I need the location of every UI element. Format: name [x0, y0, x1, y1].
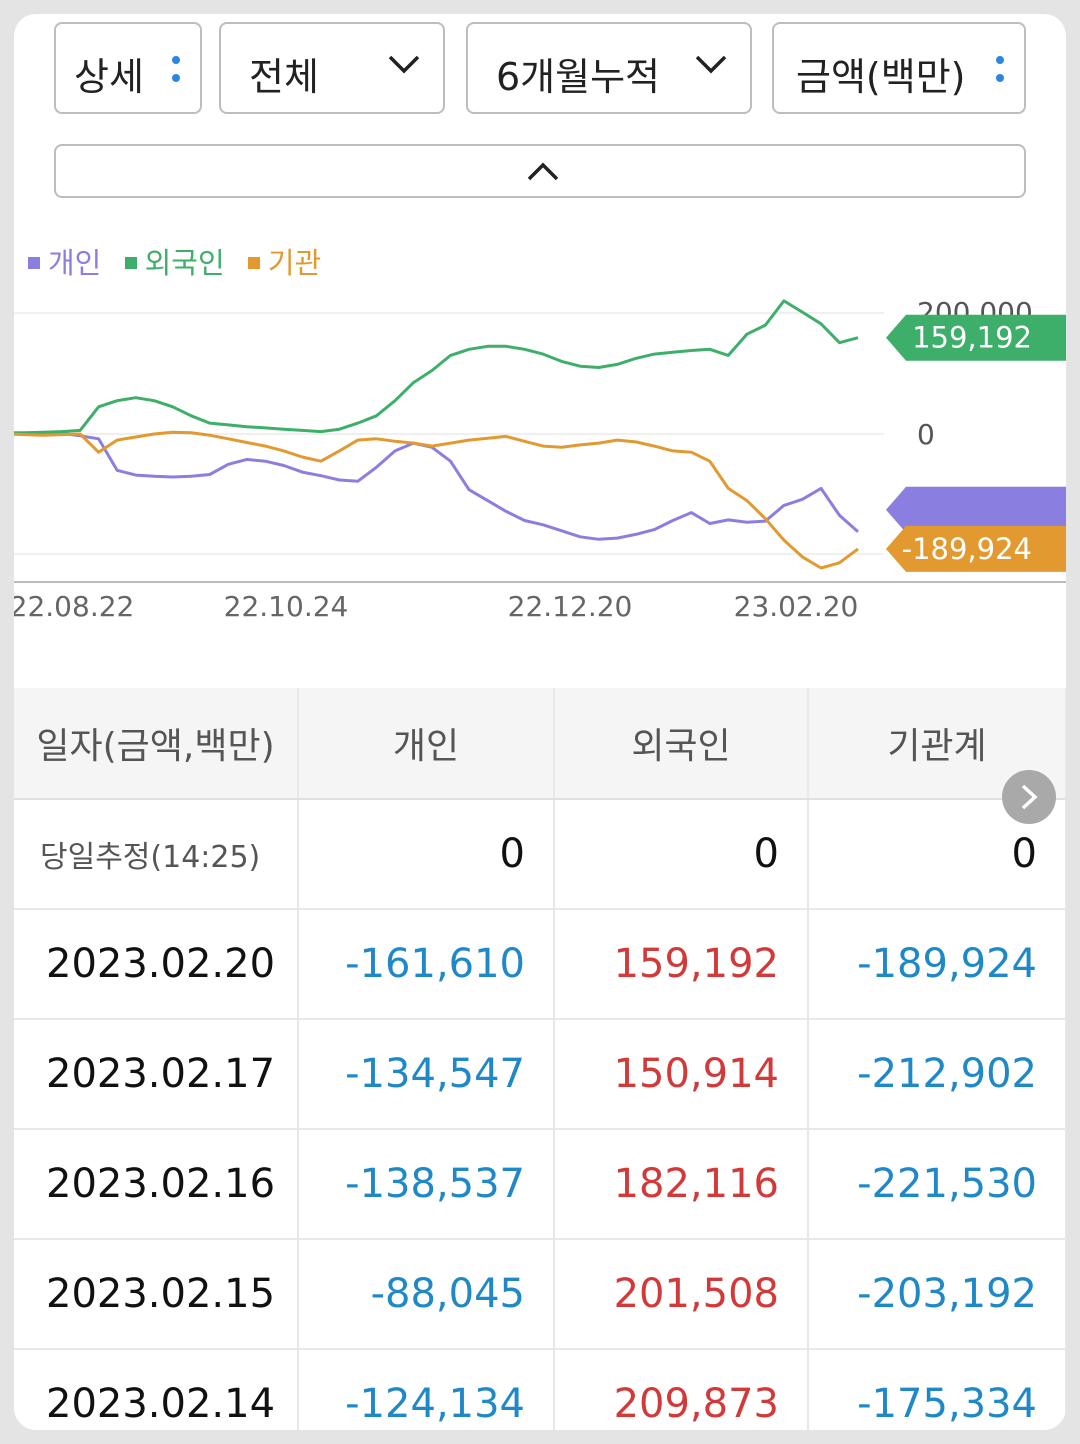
table-row: 2023.02.17 -134,547 150,914 -212,902: [14, 1019, 1066, 1130]
row-date: 2023.02.14: [14, 1349, 299, 1430]
more-options-icon: [172, 56, 180, 84]
row-date: 2023.02.16: [14, 1129, 299, 1240]
cell-foreign: 209,873: [554, 1349, 809, 1430]
cell-foreign: 150,914: [554, 1019, 809, 1130]
series-line-individual: [14, 431, 859, 541]
cell-individual: -124,134: [298, 1349, 555, 1430]
scope-label: 전체: [249, 55, 319, 99]
view-mode-label: 상세: [74, 55, 144, 99]
filter-bar: 상세 전체 6개월누적 금액(백만): [14, 14, 1066, 134]
table-row: 2023.02.15 -88,045 201,508 -203,192: [14, 1239, 1066, 1350]
unit-selector[interactable]: 금액(백만): [772, 22, 1026, 114]
unit-label: 금액(백만): [796, 55, 966, 99]
column-header-foreign[interactable]: 외국인: [554, 688, 809, 800]
x-tick-label: 22.10.24: [224, 590, 349, 623]
legend-item-institution: 기관: [247, 246, 321, 280]
scroll-next-columns-button[interactable]: [1002, 770, 1056, 824]
x-tick-label: 22.08.22: [14, 590, 134, 623]
y-tick-label: 0: [917, 418, 935, 451]
cell-individual: -161,610: [298, 909, 555, 1020]
table-row: 2023.02.20 -161,610 159,192 -189,924: [14, 909, 1066, 1020]
cell-institution: -221,530: [808, 1129, 1066, 1240]
cell-foreign: 159,192: [554, 909, 809, 1020]
last-value-label: 159,192: [912, 321, 1032, 355]
cell-foreign: 182,116: [554, 1129, 809, 1240]
row-date: 당일추정(14:25): [14, 799, 299, 910]
cell-institution: -189,924: [808, 909, 1066, 1020]
legend-item-individual: 개인: [28, 246, 101, 280]
column-header-date[interactable]: 일자(금액,백만): [14, 688, 299, 800]
row-date: 2023.02.15: [14, 1239, 299, 1350]
cell-individual: -134,547: [298, 1019, 555, 1130]
table-row: 2023.02.16 -138,537 182,116 -221,530: [14, 1129, 1066, 1240]
x-tick-label: 23.02.20: [734, 590, 859, 623]
chevron-down-icon: [388, 55, 420, 74]
series-line-institution: [14, 430, 859, 570]
legend-item-foreign: 외국인: [124, 246, 225, 280]
table-row: 2023.02.14 -124,134 209,873 -175,334: [14, 1349, 1066, 1430]
view-mode-selector[interactable]: 상세: [54, 22, 202, 114]
scope-dropdown[interactable]: 전체: [219, 22, 445, 114]
cell-foreign: 201,508: [554, 1239, 809, 1350]
investor-trend-card: 상세 전체 6개월누적 금액(백만) 개인 외국인 기관 200,000 0 -…: [14, 14, 1066, 1430]
chevron-down-icon: [695, 55, 727, 74]
cell-individual: -138,537: [298, 1129, 555, 1240]
last-value-label: -189,924: [902, 532, 1032, 566]
cell-institution: -175,334: [808, 1349, 1066, 1430]
cell-individual: 0: [298, 799, 555, 910]
period-dropdown[interactable]: 6개월누적: [466, 22, 752, 114]
chevron-up-icon: [527, 162, 559, 181]
series-line-foreign: [14, 299, 859, 435]
last-value-tag-foreign: 159,192: [886, 314, 1066, 361]
investor-flow-table: 일자(금액,백만) 개인 외국인 기관계 당일추정(14:25) 0 0 0 2…: [14, 688, 1066, 1430]
cell-foreign: 0: [554, 799, 809, 910]
chart-legend: 개인 외국인 기관: [28, 240, 335, 282]
cell-institution: -203,192: [808, 1239, 1066, 1350]
more-options-icon: [996, 56, 1004, 84]
collapse-chart-button[interactable]: [54, 144, 1026, 198]
cell-individual: -88,045: [298, 1239, 555, 1350]
period-label: 6개월누적: [496, 55, 661, 99]
chevron-right-icon: [1021, 784, 1038, 810]
x-tick-label: 22.12.20: [508, 590, 633, 623]
column-header-individual[interactable]: 개인: [298, 688, 555, 800]
table-row: 당일추정(14:25) 0 0 0: [14, 799, 1066, 910]
row-date: 2023.02.17: [14, 1019, 299, 1130]
cell-institution: -212,902: [808, 1019, 1066, 1130]
table-header-row: 일자(금액,백만) 개인 외국인 기관계: [14, 688, 1066, 800]
last-value-tag-institution: -189,924: [886, 525, 1066, 572]
row-date: 2023.02.20: [14, 909, 299, 1020]
last-value-tag-individual: -161,610: [886, 486, 1066, 533]
